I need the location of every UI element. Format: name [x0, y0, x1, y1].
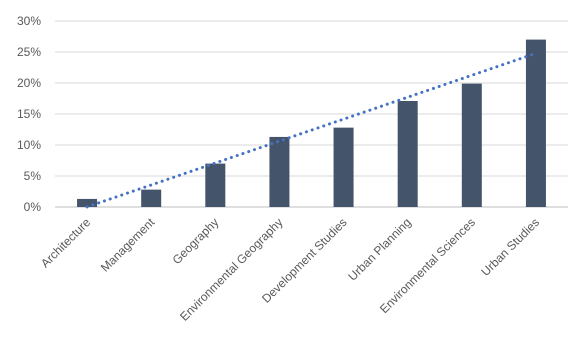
x-axis-category-labels: Architecture Management GeographyEnvironme…	[38, 215, 542, 324]
bar	[141, 189, 162, 207]
bar	[461, 83, 482, 207]
y-tick-label: 10%	[17, 138, 41, 152]
bar	[77, 198, 98, 207]
x-category-label: Urban Planning	[345, 215, 413, 283]
bar	[525, 39, 546, 207]
gridlines	[55, 20, 568, 208]
y-axis-tick-labels: 0% 5% 10% 15% 20% 25% 30%	[17, 14, 41, 214]
trendline-group	[85, 51, 538, 209]
trendline	[85, 51, 538, 209]
bar	[333, 127, 354, 207]
y-tick-label: 15%	[17, 107, 41, 121]
y-tick-label: 20%	[17, 76, 41, 90]
bar	[269, 136, 290, 207]
x-category-label: Urban Studies	[478, 215, 542, 279]
x-category-label: Architecture	[38, 215, 93, 270]
y-tick-label: 25%	[17, 45, 41, 59]
bars	[77, 39, 546, 207]
bar	[397, 100, 418, 207]
y-tick-label: 0%	[24, 200, 42, 214]
x-category-label: Management	[98, 215, 158, 275]
y-tick-label: 30%	[17, 14, 41, 28]
x-category-label: Environmental Geography	[177, 215, 285, 323]
x-category-label: Geography	[170, 215, 222, 267]
y-tick-label: 5%	[24, 169, 42, 183]
bar	[205, 163, 226, 207]
